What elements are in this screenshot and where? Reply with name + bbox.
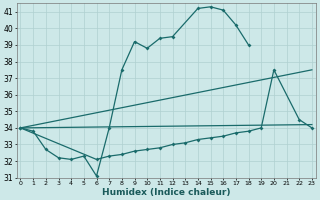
X-axis label: Humidex (Indice chaleur): Humidex (Indice chaleur) — [102, 188, 230, 197]
